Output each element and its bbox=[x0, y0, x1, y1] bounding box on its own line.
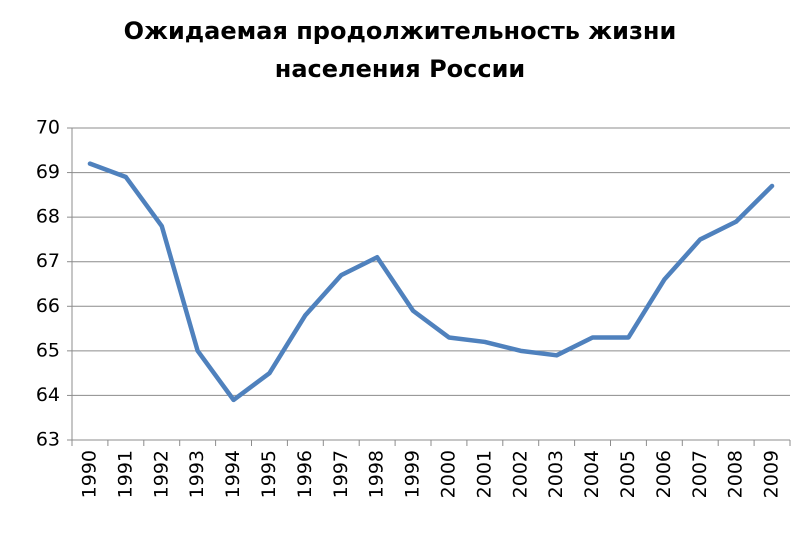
y-tick-label: 68 bbox=[36, 206, 60, 228]
x-tick-label: 1994 bbox=[222, 450, 244, 498]
y-tick-label: 70 bbox=[36, 117, 60, 139]
y-tick-label: 65 bbox=[36, 339, 60, 361]
x-tick-label: 2002 bbox=[509, 450, 531, 498]
chart-title: Ожидаемая продолжительность жизни населе… bbox=[123, 17, 677, 83]
x-tick-label: 1992 bbox=[150, 450, 172, 498]
y-tick-label: 64 bbox=[36, 384, 60, 406]
x-tick-label: 1998 bbox=[366, 450, 388, 498]
x-tick-label: 2001 bbox=[473, 450, 495, 498]
x-tick-label: 2007 bbox=[689, 450, 711, 498]
x-tick-label: 2003 bbox=[545, 450, 567, 498]
x-tick-label: 2004 bbox=[581, 450, 603, 498]
x-tick-label: 2005 bbox=[617, 450, 639, 498]
x-tick-label: 1990 bbox=[78, 450, 100, 498]
x-tick-label: 1999 bbox=[402, 450, 424, 498]
x-tick-label: 2006 bbox=[653, 450, 675, 498]
x-tick-label: 2000 bbox=[437, 450, 459, 498]
x-tick-label: 1997 bbox=[330, 450, 352, 498]
y-tick-label: 63 bbox=[36, 429, 60, 451]
x-tick-label: 1993 bbox=[186, 450, 208, 498]
x-tick-label: 2008 bbox=[725, 450, 747, 498]
line-series bbox=[87, 161, 775, 403]
x-tick-label: 2009 bbox=[761, 450, 783, 498]
y-tick-label: 69 bbox=[36, 161, 60, 183]
x-tick-label: 1991 bbox=[114, 450, 136, 498]
y-tick-label: 66 bbox=[36, 295, 60, 317]
x-tick-label: 1995 bbox=[258, 450, 280, 498]
y-tick-label: 67 bbox=[36, 250, 60, 272]
x-tick-label: 1996 bbox=[294, 450, 316, 498]
